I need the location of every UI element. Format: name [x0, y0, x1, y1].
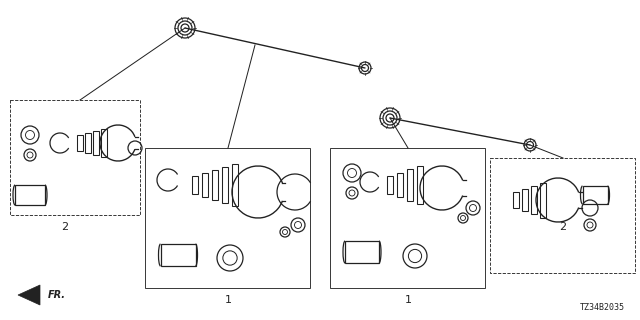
Polygon shape — [18, 285, 40, 305]
Bar — [192, 176, 198, 194]
Bar — [161, 244, 195, 266]
Text: 2: 2 — [61, 222, 68, 232]
Bar — [387, 176, 393, 194]
Bar — [232, 164, 238, 206]
Bar — [540, 182, 546, 218]
Bar — [407, 169, 413, 201]
Bar — [513, 192, 519, 208]
Bar — [582, 186, 607, 204]
Bar — [397, 173, 403, 197]
Bar — [522, 189, 528, 211]
Text: FR.: FR. — [48, 290, 66, 300]
Text: 1: 1 — [225, 295, 232, 305]
Bar — [330, 148, 485, 288]
Bar — [417, 166, 423, 204]
Text: TZ34B2035: TZ34B2035 — [580, 303, 625, 312]
Bar — [202, 173, 208, 197]
Bar — [222, 167, 228, 203]
Bar — [10, 100, 140, 215]
Bar — [101, 129, 107, 157]
Bar — [145, 148, 310, 288]
Bar — [212, 170, 218, 200]
Text: 2: 2 — [559, 222, 566, 232]
Bar — [93, 131, 99, 155]
Bar — [531, 186, 537, 214]
Bar — [77, 135, 83, 151]
Text: 1: 1 — [404, 295, 412, 305]
Bar — [490, 158, 635, 273]
Bar — [85, 133, 91, 153]
Bar — [15, 185, 45, 205]
Bar — [345, 241, 379, 263]
